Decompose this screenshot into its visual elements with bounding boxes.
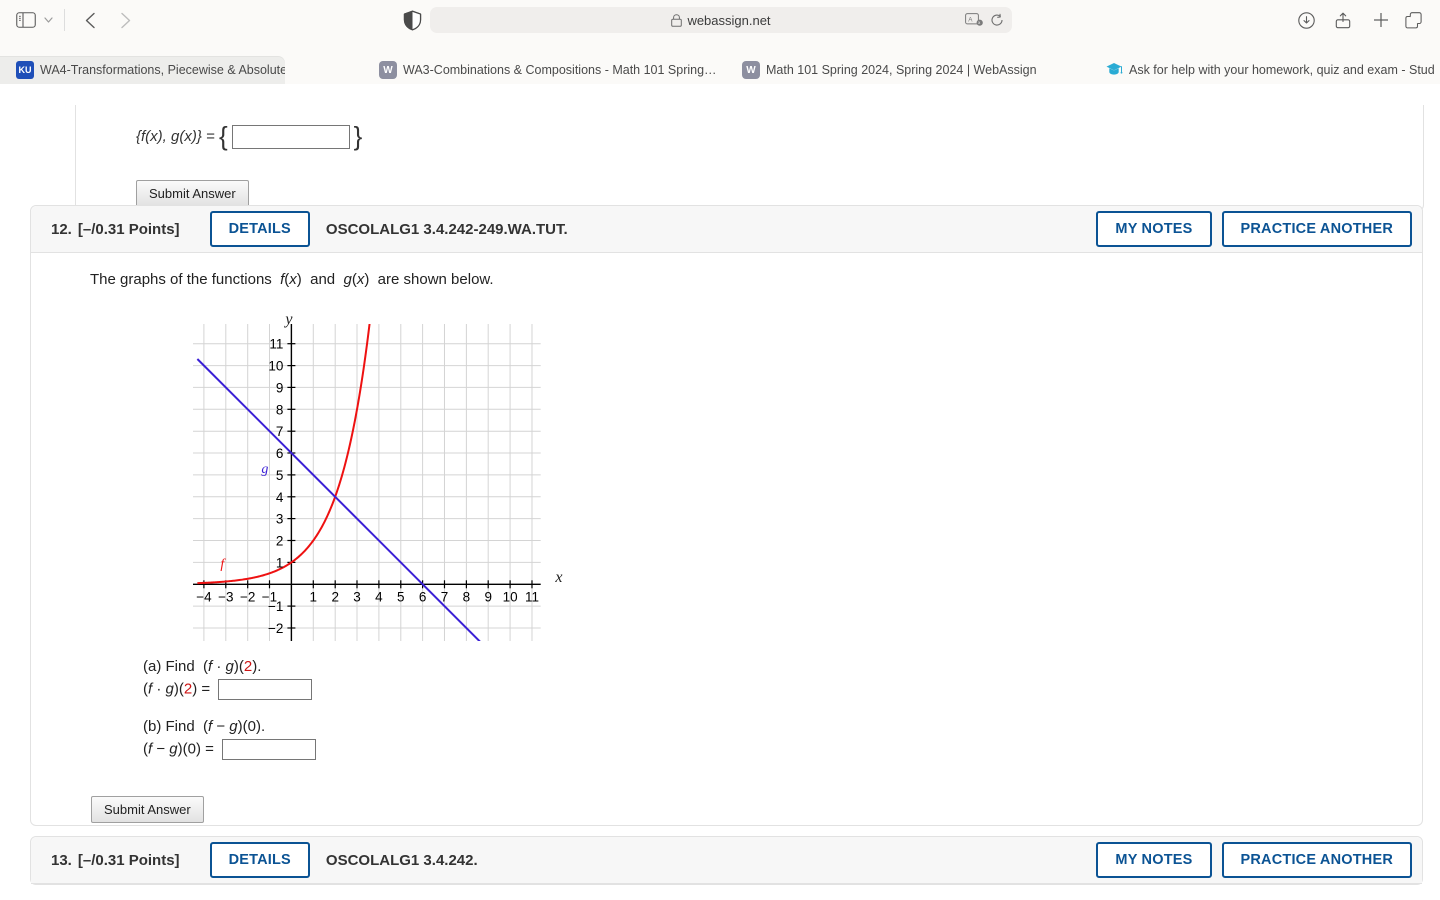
svg-text:6: 6 (419, 589, 427, 604)
svg-text:6: 6 (276, 446, 284, 461)
svg-text:1: 1 (310, 589, 318, 604)
svg-text:4: 4 (376, 589, 384, 604)
svg-text:9: 9 (485, 589, 493, 604)
svg-text:3: 3 (354, 589, 362, 604)
svg-text:11: 11 (525, 589, 539, 604)
svg-text:−3: −3 (219, 589, 234, 604)
svg-text:10: 10 (269, 358, 284, 373)
svg-text:8: 8 (276, 402, 284, 417)
svg-text:−4: −4 (197, 589, 213, 604)
svg-text:4: 4 (276, 490, 284, 505)
svg-text:A: A (968, 16, 973, 23)
svg-text:2: 2 (332, 589, 340, 604)
svg-text:8: 8 (463, 589, 471, 604)
svg-text:5: 5 (276, 468, 284, 483)
svg-text:11: 11 (270, 336, 284, 351)
svg-text:−2: −2 (268, 621, 283, 636)
svg-text:−2: −2 (240, 589, 255, 604)
svg-text:9: 9 (276, 380, 284, 395)
svg-text:7: 7 (441, 589, 449, 604)
svg-text:2: 2 (276, 533, 284, 548)
svg-text:7: 7 (276, 424, 284, 439)
svg-text:1: 1 (276, 555, 284, 570)
svg-text:5: 5 (397, 589, 405, 604)
svg-text:3: 3 (276, 511, 284, 526)
svg-text:−1: −1 (268, 599, 283, 614)
svg-text:10: 10 (503, 589, 518, 604)
